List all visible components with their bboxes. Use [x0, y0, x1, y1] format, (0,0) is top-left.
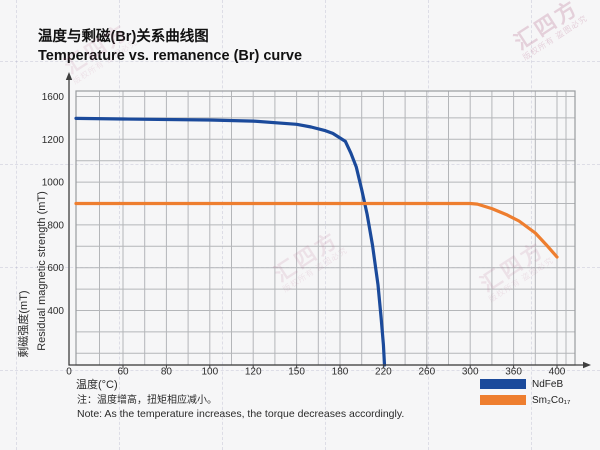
- legend-item: NdFeB: [480, 376, 570, 392]
- y-tick-label: 600: [47, 263, 64, 274]
- y-axis-arrow: [65, 72, 73, 80]
- plot-axes: [65, 72, 591, 369]
- y-tick-label: 1000: [42, 178, 65, 189]
- x-tick-label: 260: [418, 367, 435, 378]
- title-block: 温度与剩磁(Br)关系曲线图 Temperature vs. remanence…: [38, 28, 302, 66]
- background-grid-line: [0, 61, 600, 62]
- page-title-en: Temperature vs. remanence (Br) curve: [38, 48, 303, 64]
- background-grid-line: [0, 370, 600, 371]
- x-tick-label: 100: [201, 367, 218, 378]
- curve-ndfeb: [74, 116, 387, 367]
- x-axis-arrow: [583, 361, 591, 369]
- y-tick-label: 1600: [42, 92, 65, 103]
- legend-label: NdFeB: [532, 378, 564, 390]
- legend-label: Sm₂Co₁₇: [532, 394, 571, 406]
- x-tick-label: 220: [375, 367, 392, 378]
- x-axis-title: 温度(°C): [76, 377, 118, 391]
- page-title-zh: 温度与剩磁(Br)关系曲线图: [38, 29, 209, 45]
- background-grid-line: [16, 0, 17, 450]
- legend-swatch: [480, 379, 526, 389]
- curve-smco: [74, 201, 559, 259]
- plot-curves: [74, 116, 559, 367]
- x-tick-label: 180: [332, 367, 349, 378]
- plot-tick-labels: 60 80 100 120 150 180 220 260 300 360 400 1600 1200 1…: [42, 92, 566, 378]
- y-tick-label: 1200: [42, 135, 65, 146]
- y-tick-label: 800: [47, 220, 64, 231]
- note-en: Note: As the temperature increases, the …: [77, 407, 405, 420]
- x-tick-label: 360: [505, 367, 522, 378]
- origin-label: 0: [66, 367, 72, 378]
- note-block: 注：温度增高，扭矩相应减小。 Note: As the temperature …: [77, 395, 404, 420]
- y-axis-title-zh: 剩磁强度(mT): [16, 290, 30, 357]
- x-tick-label: 80: [161, 367, 173, 378]
- y-axis-title-en: Residual magnetic strength (mT): [36, 191, 48, 351]
- x-tick-label: 60: [117, 367, 129, 378]
- x-tick-label: 120: [245, 367, 262, 378]
- chart-legend: NdFeB Sm₂Co₁₇: [480, 376, 570, 408]
- background-grid-line: [0, 164, 600, 165]
- x-tick-label: 400: [549, 367, 566, 378]
- x-tick-label: 300: [462, 367, 479, 378]
- legend-item: Sm₂Co₁₇: [480, 392, 570, 408]
- x-tick-label: 150: [288, 367, 305, 378]
- note-zh: 注：温度增高，扭矩相应减小。: [77, 395, 217, 406]
- y-tick-label: 400: [47, 306, 64, 317]
- plot-gridlines: [75, 90, 576, 366]
- legend-swatch: [480, 395, 526, 405]
